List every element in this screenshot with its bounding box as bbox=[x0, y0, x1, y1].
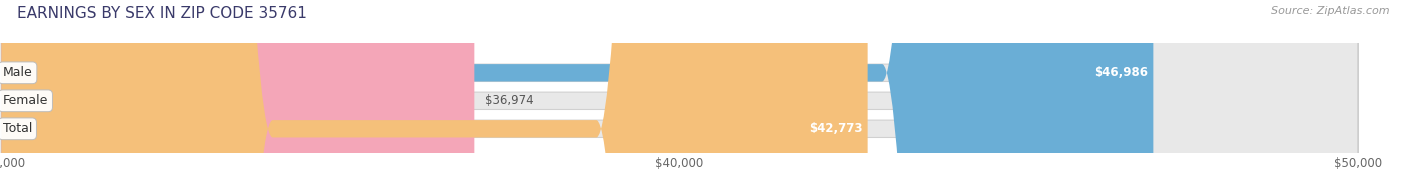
FancyBboxPatch shape bbox=[1, 0, 1153, 196]
Text: Female: Female bbox=[3, 94, 48, 107]
Text: EARNINGS BY SEX IN ZIP CODE 35761: EARNINGS BY SEX IN ZIP CODE 35761 bbox=[17, 6, 307, 21]
FancyBboxPatch shape bbox=[1, 0, 474, 196]
Text: $42,773: $42,773 bbox=[808, 122, 862, 135]
Text: $46,986: $46,986 bbox=[1094, 66, 1147, 79]
Text: Male: Male bbox=[3, 66, 32, 79]
FancyBboxPatch shape bbox=[1, 0, 1358, 196]
FancyBboxPatch shape bbox=[1, 0, 868, 196]
FancyBboxPatch shape bbox=[1, 0, 1358, 196]
FancyBboxPatch shape bbox=[1, 0, 1358, 196]
Text: Total: Total bbox=[3, 122, 32, 135]
Text: $36,974: $36,974 bbox=[485, 94, 534, 107]
Text: Source: ZipAtlas.com: Source: ZipAtlas.com bbox=[1271, 6, 1389, 16]
